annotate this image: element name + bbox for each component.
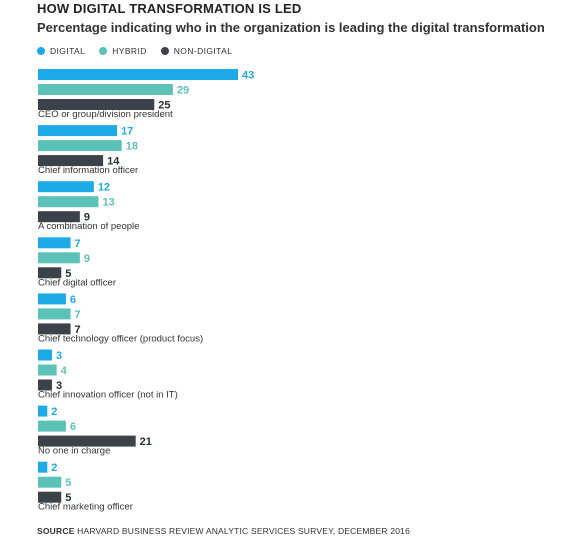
legend-item-hybrid: HYBRID (99, 46, 147, 56)
bar-chief-marketing-officer-non-digital (38, 491, 62, 503)
bar-ceo-or-group-division-president-digital (38, 69, 238, 80)
category-label-chief-marketing-officer: Chief marketing officer (38, 502, 133, 513)
bar-chief-innovation-officer-not-in-it-hybrid (38, 364, 57, 376)
source-text: HARVARD BUSINESS REVIEW ANALYTIC SERVICE… (77, 526, 411, 536)
bar-chief-technology-officer-product-focus-digital (38, 293, 66, 305)
bar-chief-digital-officer-non-digital (38, 267, 62, 279)
bar-chief-marketing-officer-hybrid (38, 476, 62, 488)
source-note: SOURCE HARVARD BUSINESS REVIEW ANALYTIC … (37, 526, 410, 536)
value-label-chief-information-officer-hybrid: 18 (126, 141, 138, 153)
category-label-chief-innovation-officer-not-in-it: Chief innovation officer (not in IT) (38, 390, 178, 401)
category-label-chief-technology-officer-product-focus: Chief technology officer (product focus) (38, 333, 203, 344)
value-label-chief-marketing-officer-non-digital: 5 (65, 492, 71, 504)
bar-chief-information-officer-non-digital (38, 155, 104, 167)
bar-a-combination-of-people-non-digital (38, 211, 80, 223)
bar-chief-digital-officer-hybrid (38, 252, 80, 264)
legend-swatch-non-digital (160, 47, 169, 55)
value-label-chief-digital-officer-hybrid: 9 (84, 253, 90, 265)
value-label-ceo-or-group-division-president-hybrid: 29 (177, 85, 189, 97)
value-label-chief-innovation-officer-not-in-it-digital: 3 (56, 350, 62, 362)
bar-chief-innovation-officer-not-in-it-non-digital (38, 379, 52, 391)
bar-a-combination-of-people-hybrid (38, 196, 99, 208)
value-label-chief-innovation-officer-not-in-it-non-digital: 3 (56, 380, 62, 392)
bar-chief-innovation-officer-not-in-it-digital (38, 349, 52, 361)
category-label-chief-digital-officer: Chief digital officer (38, 277, 116, 288)
legend-label-hybrid: HYBRID (112, 46, 147, 56)
bar-chief-technology-officer-product-focus-non-digital (38, 323, 71, 335)
bar-chief-technology-officer-product-focus-hybrid (38, 308, 71, 320)
bar-no-one-in-charge-hybrid (38, 420, 66, 432)
value-label-ceo-or-group-division-president-digital: 43 (242, 70, 254, 82)
value-label-chief-digital-officer-digital: 7 (75, 238, 81, 250)
value-label-chief-information-officer-digital: 17 (121, 126, 133, 138)
bar-no-one-in-charge-non-digital (38, 435, 136, 447)
bar-ceo-or-group-division-president-non-digital (38, 99, 155, 110)
value-label-chief-innovation-officer-not-in-it-hybrid: 4 (61, 365, 68, 377)
value-label-a-combination-of-people-digital: 12 (98, 182, 110, 194)
bar-chief-digital-officer-digital (38, 237, 71, 249)
value-label-chief-marketing-officer-hybrid: 5 (65, 477, 71, 489)
category-label-no-one-in-charge: No one in charge (38, 446, 110, 457)
value-label-no-one-in-charge-digital: 2 (51, 406, 57, 418)
value-label-chief-technology-officer-product-focus-digital: 6 (70, 294, 76, 306)
bar-a-combination-of-people-digital (38, 181, 94, 193)
legend-label-digital: DIGITAL (50, 46, 86, 56)
value-label-a-combination-of-people-non-digital: 9 (84, 212, 90, 224)
value-label-chief-digital-officer-non-digital: 5 (65, 268, 71, 280)
category-label-ceo-or-group-division-president: CEO or group/division president (38, 109, 173, 120)
bar-ceo-or-group-division-president-hybrid (38, 84, 173, 95)
value-label-chief-marketing-officer-digital: 2 (51, 462, 57, 474)
value-label-no-one-in-charge-hybrid: 6 (70, 421, 76, 433)
bar-no-one-in-charge-digital (38, 405, 48, 417)
value-label-ceo-or-group-division-president-non-digital: 25 (158, 100, 170, 112)
value-label-no-one-in-charge-non-digital: 21 (140, 436, 152, 448)
value-label-chief-information-officer-non-digital: 14 (107, 156, 120, 168)
category-label-a-combination-of-people: A combination of people (38, 221, 139, 232)
legend-item-digital: DIGITAL (37, 46, 85, 56)
category-label-chief-information-officer: Chief information officer (38, 165, 138, 176)
legend: DIGITAL HYBRID NON-DIGITAL (37, 46, 246, 56)
bar-chief-information-officer-hybrid (38, 140, 122, 152)
chart-subtitle: Percentage indicating who in the organiz… (37, 20, 545, 35)
value-label-chief-technology-officer-product-focus-non-digital: 7 (75, 324, 81, 336)
value-label-chief-technology-officer-product-focus-hybrid: 7 (75, 309, 81, 321)
value-label-a-combination-of-people-hybrid: 13 (102, 197, 114, 209)
bar-chief-marketing-officer-digital (38, 461, 48, 473)
legend-item-non-digital: NON-DIGITAL (160, 46, 233, 56)
legend-label-non-digital: NON-DIGITAL (173, 46, 233, 56)
legend-swatch-hybrid (99, 47, 108, 55)
legend-swatch-digital (37, 47, 45, 55)
bar-chief-information-officer-digital (38, 125, 118, 137)
source-label: SOURCE (37, 526, 75, 536)
chart-title: HOW DIGITAL TRANSFORMATION IS LED (37, 1, 302, 16)
